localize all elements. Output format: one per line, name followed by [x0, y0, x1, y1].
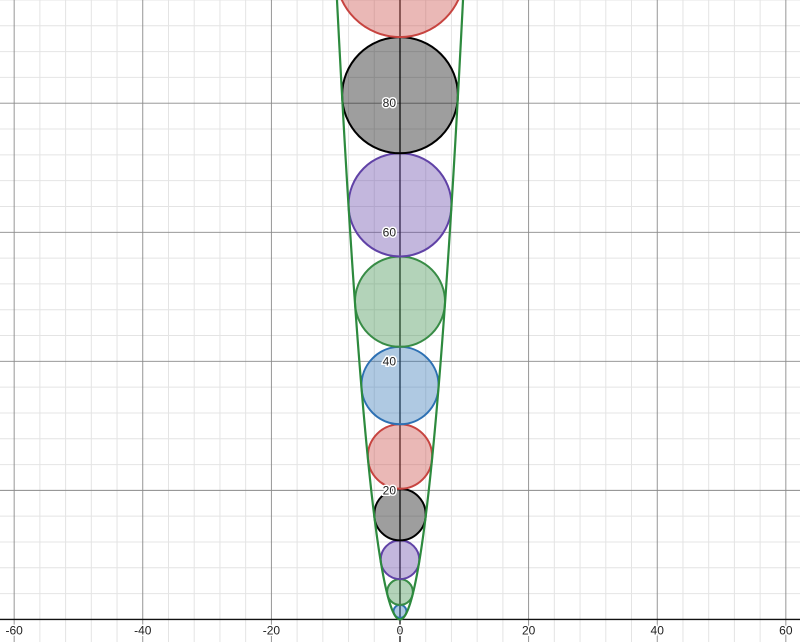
x-tick-label: -20	[263, 623, 281, 637]
circle-8	[347, 152, 453, 258]
y-tick-label: 60	[383, 225, 397, 239]
parabola-curve	[335, 0, 465, 621]
circle-6	[360, 345, 440, 426]
curve-layer	[335, 0, 465, 621]
x-tick-label: 40	[651, 623, 665, 637]
y-tick-label: 20	[383, 483, 397, 497]
circle-10	[340, 0, 460, 39]
y-tick-label: 80	[383, 96, 397, 110]
x-tick-label: -60	[5, 623, 23, 637]
circle-2	[386, 578, 414, 606]
y-tick-label: 40	[383, 354, 397, 368]
circle-7	[353, 255, 447, 348]
x-tick-label: -40	[134, 623, 152, 637]
circle-5	[366, 423, 434, 490]
circle-series	[340, 0, 460, 619]
x-tick-label: 60	[779, 623, 793, 637]
circle-3	[379, 539, 421, 581]
x-tick-label: 20	[522, 623, 536, 637]
x-tick-label: 0	[397, 623, 404, 637]
tick-labels: -60 -40 -20 0 20 40 60 20 40 60 80	[4, 95, 794, 639]
circle-9	[341, 36, 459, 155]
